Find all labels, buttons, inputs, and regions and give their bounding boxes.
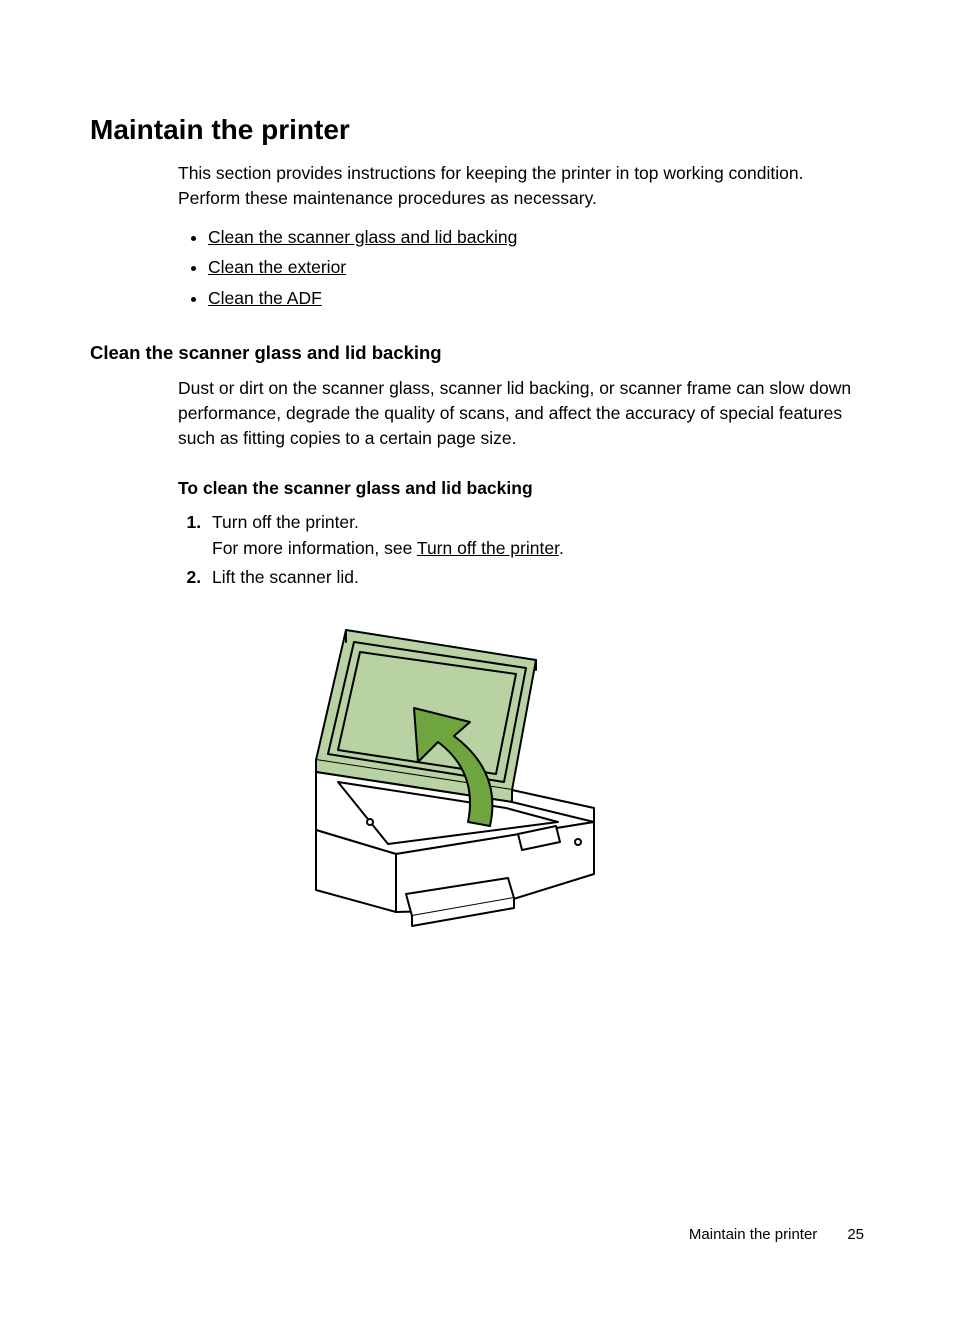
step-2-text: Lift the scanner lid. <box>212 567 359 587</box>
list-item: Clean the ADF <box>208 283 864 314</box>
page-footer: Maintain the printer 25 <box>689 1226 864 1243</box>
step-1-text-b-suffix: . <box>559 538 564 558</box>
step-1-text-a: Turn off the printer. <box>212 512 359 532</box>
intro-block: This section provides instructions for k… <box>178 161 864 314</box>
page-title: Maintain the printer <box>90 112 864 147</box>
printer-figure <box>298 612 864 949</box>
step-2: Lift the scanner lid. <box>206 564 864 590</box>
link-clean-exterior[interactable]: Clean the exterior <box>208 257 346 277</box>
section-heading: Clean the scanner glass and lid backing <box>90 342 864 364</box>
step-1: Turn off the printer. For more informati… <box>206 509 864 562</box>
section-para: Dust or dirt on the scanner glass, scann… <box>178 376 864 452</box>
section-body: Dust or dirt on the scanner glass, scann… <box>178 376 864 950</box>
link-clean-adf[interactable]: Clean the ADF <box>208 288 322 308</box>
list-item: Clean the scanner glass and lid backing <box>208 222 864 253</box>
procedure-title: To clean the scanner glass and lid backi… <box>178 476 864 501</box>
printer-illustration-icon <box>298 612 618 942</box>
intro-text: This section provides instructions for k… <box>178 161 864 212</box>
list-item: Clean the exterior <box>208 252 864 283</box>
step-1-text-b-prefix: For more information, see <box>212 538 417 558</box>
link-clean-glass[interactable]: Clean the scanner glass and lid backing <box>208 227 517 247</box>
link-list: Clean the scanner glass and lid backing … <box>178 222 864 314</box>
footer-label: Maintain the printer <box>689 1226 817 1243</box>
footer-page-number: 25 <box>847 1226 864 1243</box>
document-page: Maintain the printer This section provid… <box>0 0 954 1321</box>
link-turn-off-printer[interactable]: Turn off the printer <box>417 538 559 558</box>
steps-list: Turn off the printer. For more informati… <box>178 509 864 590</box>
